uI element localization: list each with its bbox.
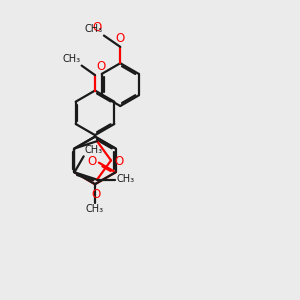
Text: CH₃: CH₃ (117, 174, 135, 184)
Text: O: O (92, 21, 102, 34)
Text: O: O (87, 155, 97, 168)
Text: O: O (96, 60, 106, 73)
Text: CH₃: CH₃ (62, 54, 80, 64)
Text: CH₃: CH₃ (84, 145, 102, 154)
Text: CH₃: CH₃ (84, 24, 102, 34)
Text: CH₃: CH₃ (86, 204, 104, 214)
Text: O: O (116, 32, 125, 45)
Text: O: O (91, 188, 100, 201)
Text: O: O (115, 155, 124, 168)
